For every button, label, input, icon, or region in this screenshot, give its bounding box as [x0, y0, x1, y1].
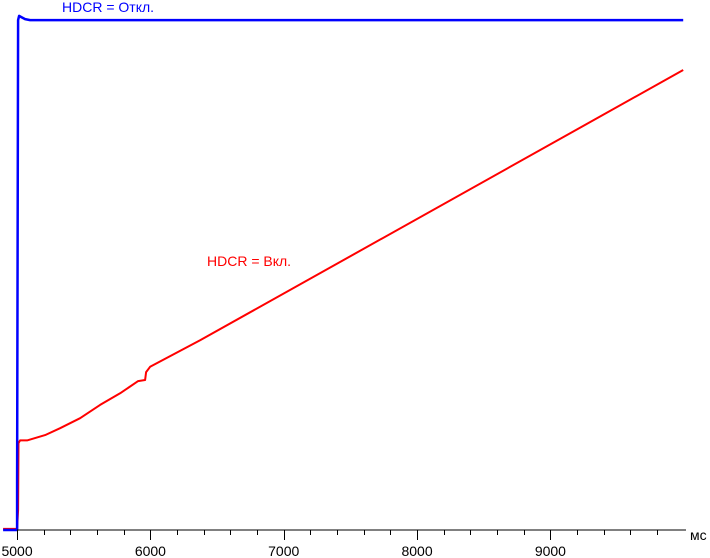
x-tick-label: 5000 — [1, 543, 32, 558]
series-label-off: HDCR = Откл. — [62, 0, 154, 15]
x-tick-label: 7000 — [268, 543, 299, 558]
x-axis-label: мс — [690, 527, 707, 543]
series-label-on: HDCR = Вкл. — [207, 253, 291, 269]
x-tick-label: 6000 — [135, 543, 166, 558]
series-line-0 — [3, 14, 684, 532]
series-line-1 — [3, 69, 684, 530]
x-tick-label: 8000 — [401, 543, 432, 558]
x-tick-label: 9000 — [535, 543, 566, 558]
